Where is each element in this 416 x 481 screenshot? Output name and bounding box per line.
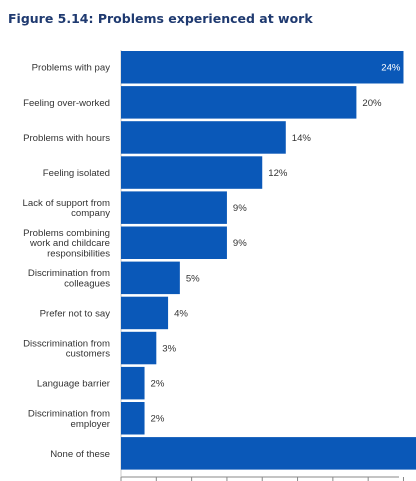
bar [121,191,227,224]
bar [121,121,286,154]
value-label: 20% [362,98,382,109]
value-label: 3% [162,343,176,354]
value-label: 12% [268,168,288,179]
value-label: 24% [381,63,401,74]
bar [121,156,263,189]
category-label: Disscrimination from customers [23,338,110,359]
value-label: 14% [292,133,312,144]
category-label: Feeling isolated [43,168,110,179]
category-label: Language barrier [37,379,111,390]
bar [121,86,357,119]
category-label: Problems combining work and childcare resp… [23,228,110,259]
category-label: None of these [50,449,110,460]
bar [121,437,416,470]
value-label: 2% [151,379,165,390]
value-label: 5% [186,273,200,284]
category-label: Problems with hours [23,133,110,144]
value-label: 9% [233,203,247,214]
category-label: Discrimination from colleagues [28,268,110,289]
bar [121,402,145,435]
bar [121,331,157,365]
category-label: Feeling over-worked [23,98,110,109]
value-label: 2% [151,414,165,425]
bar [121,366,145,400]
bar [121,296,169,330]
value-label: 4% [174,308,188,319]
value-label: 9% [233,238,247,249]
category-label: Lack of support from company [23,198,111,219]
bar [121,261,180,295]
bar [121,226,227,259]
bar [121,51,404,84]
chart-title: Figure 5.14: Problems experienced at wor… [8,11,313,26]
category-label: Problems with pay [32,63,111,74]
category-label: Discrimination from employer [28,409,111,430]
category-label: Prefer not to say [40,308,111,319]
